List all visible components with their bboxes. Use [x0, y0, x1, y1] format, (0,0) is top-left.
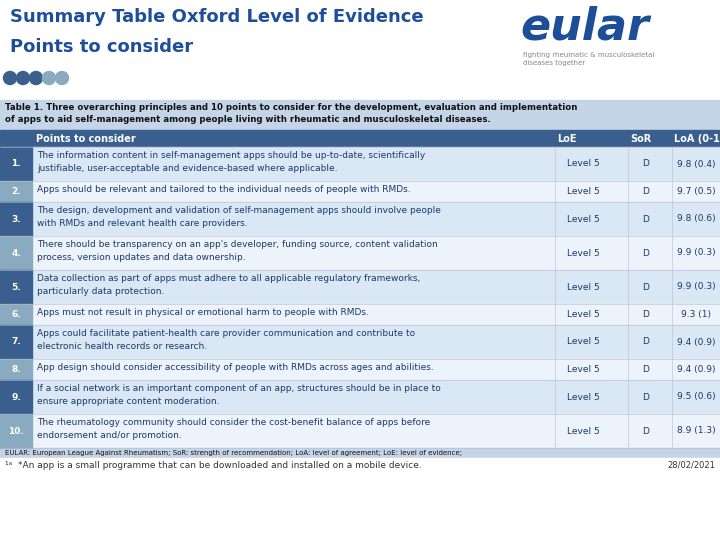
Bar [0, 0, 720, 93]
Text: Level 5: Level 5 [567, 159, 599, 168]
Text: 9.4 (0.9): 9.4 (0.9) [677, 338, 715, 347]
Bar [0, 181, 720, 202]
Text: LoA (0-10): LoA (0-10) [674, 134, 720, 144]
Text: 9.8 (0.4): 9.8 (0.4) [677, 159, 715, 168]
Bar [0, 448, 720, 458]
Text: 7.: 7. [11, 338, 21, 347]
Bar [0, 359, 720, 380]
Text: 4.: 4. [11, 248, 21, 258]
Text: 10.: 10. [8, 427, 24, 435]
Bar [0, 100, 720, 130]
Text: 9.: 9. [11, 393, 21, 402]
Bar [0, 147, 720, 181]
Text: 9.8 (0.6): 9.8 (0.6) [677, 214, 715, 224]
Text: D: D [642, 159, 649, 168]
Text: 9.4 (0.9): 9.4 (0.9) [677, 365, 715, 374]
Bar [0, 147, 32, 181]
Circle shape [42, 71, 55, 84]
Bar [0, 414, 720, 448]
Text: Level 5: Level 5 [567, 393, 599, 402]
Circle shape [4, 71, 17, 84]
Text: D: D [642, 338, 649, 347]
Bar [0, 236, 32, 270]
Text: Level 5: Level 5 [567, 187, 599, 196]
Bar [0, 380, 720, 414]
Text: Apps should be relevant and tailored to the individual needs of people with RMDs: Apps should be relevant and tailored to … [37, 185, 410, 194]
Text: SoR: SoR [630, 134, 652, 144]
Text: Level 5: Level 5 [567, 282, 599, 292]
Text: Summary Table Oxford Level of Evidence: Summary Table Oxford Level of Evidence [10, 8, 423, 26]
Text: D: D [642, 393, 649, 402]
Text: 9.3 (1): 9.3 (1) [681, 310, 711, 319]
Text: D: D [642, 248, 649, 258]
Text: 2.: 2. [12, 187, 21, 196]
Text: App design should consider accessibility of people with RMDs across ages and abi: App design should consider accessibility… [37, 363, 433, 372]
Text: 6.: 6. [12, 310, 21, 319]
Circle shape [55, 71, 68, 84]
Bar [0, 325, 32, 359]
Text: Points to consider: Points to consider [10, 38, 193, 56]
Bar [0, 325, 720, 359]
Text: 9.7 (0.5): 9.7 (0.5) [677, 187, 715, 196]
Text: 8.: 8. [12, 365, 21, 374]
Text: 3.: 3. [12, 214, 21, 224]
Bar [0, 359, 32, 380]
Text: D: D [642, 365, 649, 374]
Text: 9.9 (0.3): 9.9 (0.3) [677, 248, 715, 258]
Text: The rheumatology community should consider the cost-benefit balance of apps befo: The rheumatology community should consid… [37, 418, 431, 440]
Text: If a social network is an important component of an app, structures should be in: If a social network is an important comp… [37, 384, 441, 406]
Text: D: D [642, 214, 649, 224]
Bar [0, 270, 32, 304]
Text: D: D [642, 310, 649, 319]
Text: eular: eular [520, 5, 649, 48]
Bar [0, 130, 720, 147]
Bar [0, 414, 32, 448]
Text: The information content in self-management apps should be up-to-date, scientific: The information content in self-manageme… [37, 151, 426, 173]
Text: 9.9 (0.3): 9.9 (0.3) [677, 282, 715, 292]
Text: D: D [642, 427, 649, 435]
Text: Level 5: Level 5 [567, 338, 599, 347]
Text: Data collection as part of apps must adhere to all applicable regulatory framewo: Data collection as part of apps must adh… [37, 274, 420, 296]
Text: Level 5: Level 5 [567, 248, 599, 258]
Text: LoE: LoE [557, 134, 577, 144]
Text: Level 5: Level 5 [567, 214, 599, 224]
Text: D: D [642, 282, 649, 292]
Text: ¹ᵃ  *An app is a small programme that can be downloaded and installed on a mobil: ¹ᵃ *An app is a small programme that can… [5, 461, 422, 470]
Text: 8.9 (1.3): 8.9 (1.3) [677, 427, 715, 435]
Text: 1.: 1. [12, 159, 21, 168]
Bar [0, 458, 720, 540]
Text: 5.: 5. [12, 282, 21, 292]
Text: Level 5: Level 5 [567, 365, 599, 374]
Text: Points to consider: Points to consider [36, 134, 136, 144]
Text: Level 5: Level 5 [567, 427, 599, 435]
Text: Level 5: Level 5 [567, 310, 599, 319]
Text: 28/02/2021: 28/02/2021 [667, 461, 715, 470]
Bar [0, 304, 720, 325]
Bar [0, 236, 720, 270]
Text: D: D [642, 187, 649, 196]
Text: EULAR: European League Against Rheumatism; SoR: strength of recommendation; LoA:: EULAR: European League Against Rheumatis… [5, 449, 462, 456]
Text: Apps could facilitate patient-health care provider communication and contribute : Apps could facilitate patient-health car… [37, 329, 415, 351]
Text: There should be transparency on an app's developer, funding source, content vali: There should be transparency on an app's… [37, 240, 438, 262]
Bar [0, 380, 32, 414]
Bar [0, 304, 32, 325]
Circle shape [30, 71, 42, 84]
Text: 9.5 (0.6): 9.5 (0.6) [677, 393, 715, 402]
Bar [0, 270, 720, 304]
Bar [0, 202, 720, 236]
Bar [0, 202, 32, 236]
Text: The design, development and validation of self-management apps should involve pe: The design, development and validation o… [37, 206, 441, 228]
Text: fighting rheumatic & musculoskeletal
diseases together: fighting rheumatic & musculoskeletal dis… [523, 52, 654, 66]
Bar [0, 181, 32, 202]
Text: Table 1. Three overarching principles and 10 points to consider for the developm: Table 1. Three overarching principles an… [5, 103, 577, 124]
Circle shape [17, 71, 30, 84]
Text: Apps must not result in physical or emotional harm to people with RMDs.: Apps must not result in physical or emot… [37, 308, 369, 317]
